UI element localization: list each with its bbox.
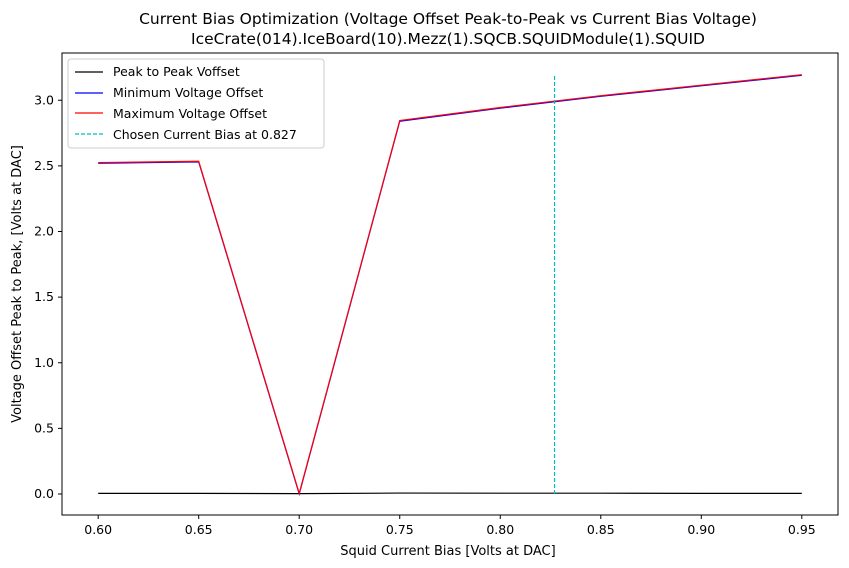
y-tick-label: 0.0 bbox=[34, 486, 54, 501]
plot-lines bbox=[98, 74, 802, 497]
x-tick-label: 0.95 bbox=[788, 522, 816, 537]
legend-box bbox=[67, 58, 325, 149]
x-tick-label: 0.65 bbox=[185, 522, 213, 537]
y-tick-label: 2.0 bbox=[34, 224, 54, 239]
x-tick-label: 0.70 bbox=[285, 522, 313, 537]
y-tick-label: 0.5 bbox=[34, 420, 54, 435]
y-tick-label: 1.0 bbox=[34, 355, 54, 370]
legend: Peak to Peak Voffset Minimum Voltage Off… bbox=[67, 58, 325, 149]
x-axis-label: Squid Current Bias [Volts at DAC] bbox=[340, 544, 555, 559]
chart-subtitle: IceCrate(014).IceBoard(10).Mezz(1).SQCB.… bbox=[191, 30, 705, 48]
x-tick-label: 0.60 bbox=[84, 522, 112, 537]
legend-label-peak-to-peak: Peak to Peak Voffset bbox=[113, 64, 240, 79]
y-axis-label: Voltage Offset Peak to Peak, [Volts at D… bbox=[10, 145, 25, 423]
x-tick-label: 0.85 bbox=[587, 522, 615, 537]
x-ticks: 0.60 0.65 0.70 0.75 0.80 0.85 0.90 0.95 bbox=[84, 515, 816, 537]
series-line-2 bbox=[98, 74, 802, 496]
y-tick-label: 2.5 bbox=[34, 158, 54, 173]
legend-label-minimum: Minimum Voltage Offset bbox=[113, 85, 263, 100]
y-tick-label: 3.0 bbox=[34, 92, 54, 107]
x-tick-label: 0.75 bbox=[386, 522, 414, 537]
series-line-0 bbox=[98, 492, 802, 495]
chart-title: Current Bias Optimization (Voltage Offse… bbox=[139, 10, 757, 28]
x-tick-label: 0.90 bbox=[687, 522, 715, 537]
plot-frame bbox=[61, 52, 839, 516]
legend-label-chosen-bias: Chosen Current Bias at 0.827 bbox=[113, 127, 297, 142]
legend-label-maximum: Maximum Voltage Offset bbox=[113, 106, 267, 121]
x-tick-label: 0.80 bbox=[486, 522, 514, 537]
y-ticks: 0.0 0.5 1.0 1.5 2.0 2.5 3.0 bbox=[34, 92, 62, 501]
y-tick-label: 1.5 bbox=[34, 289, 54, 304]
